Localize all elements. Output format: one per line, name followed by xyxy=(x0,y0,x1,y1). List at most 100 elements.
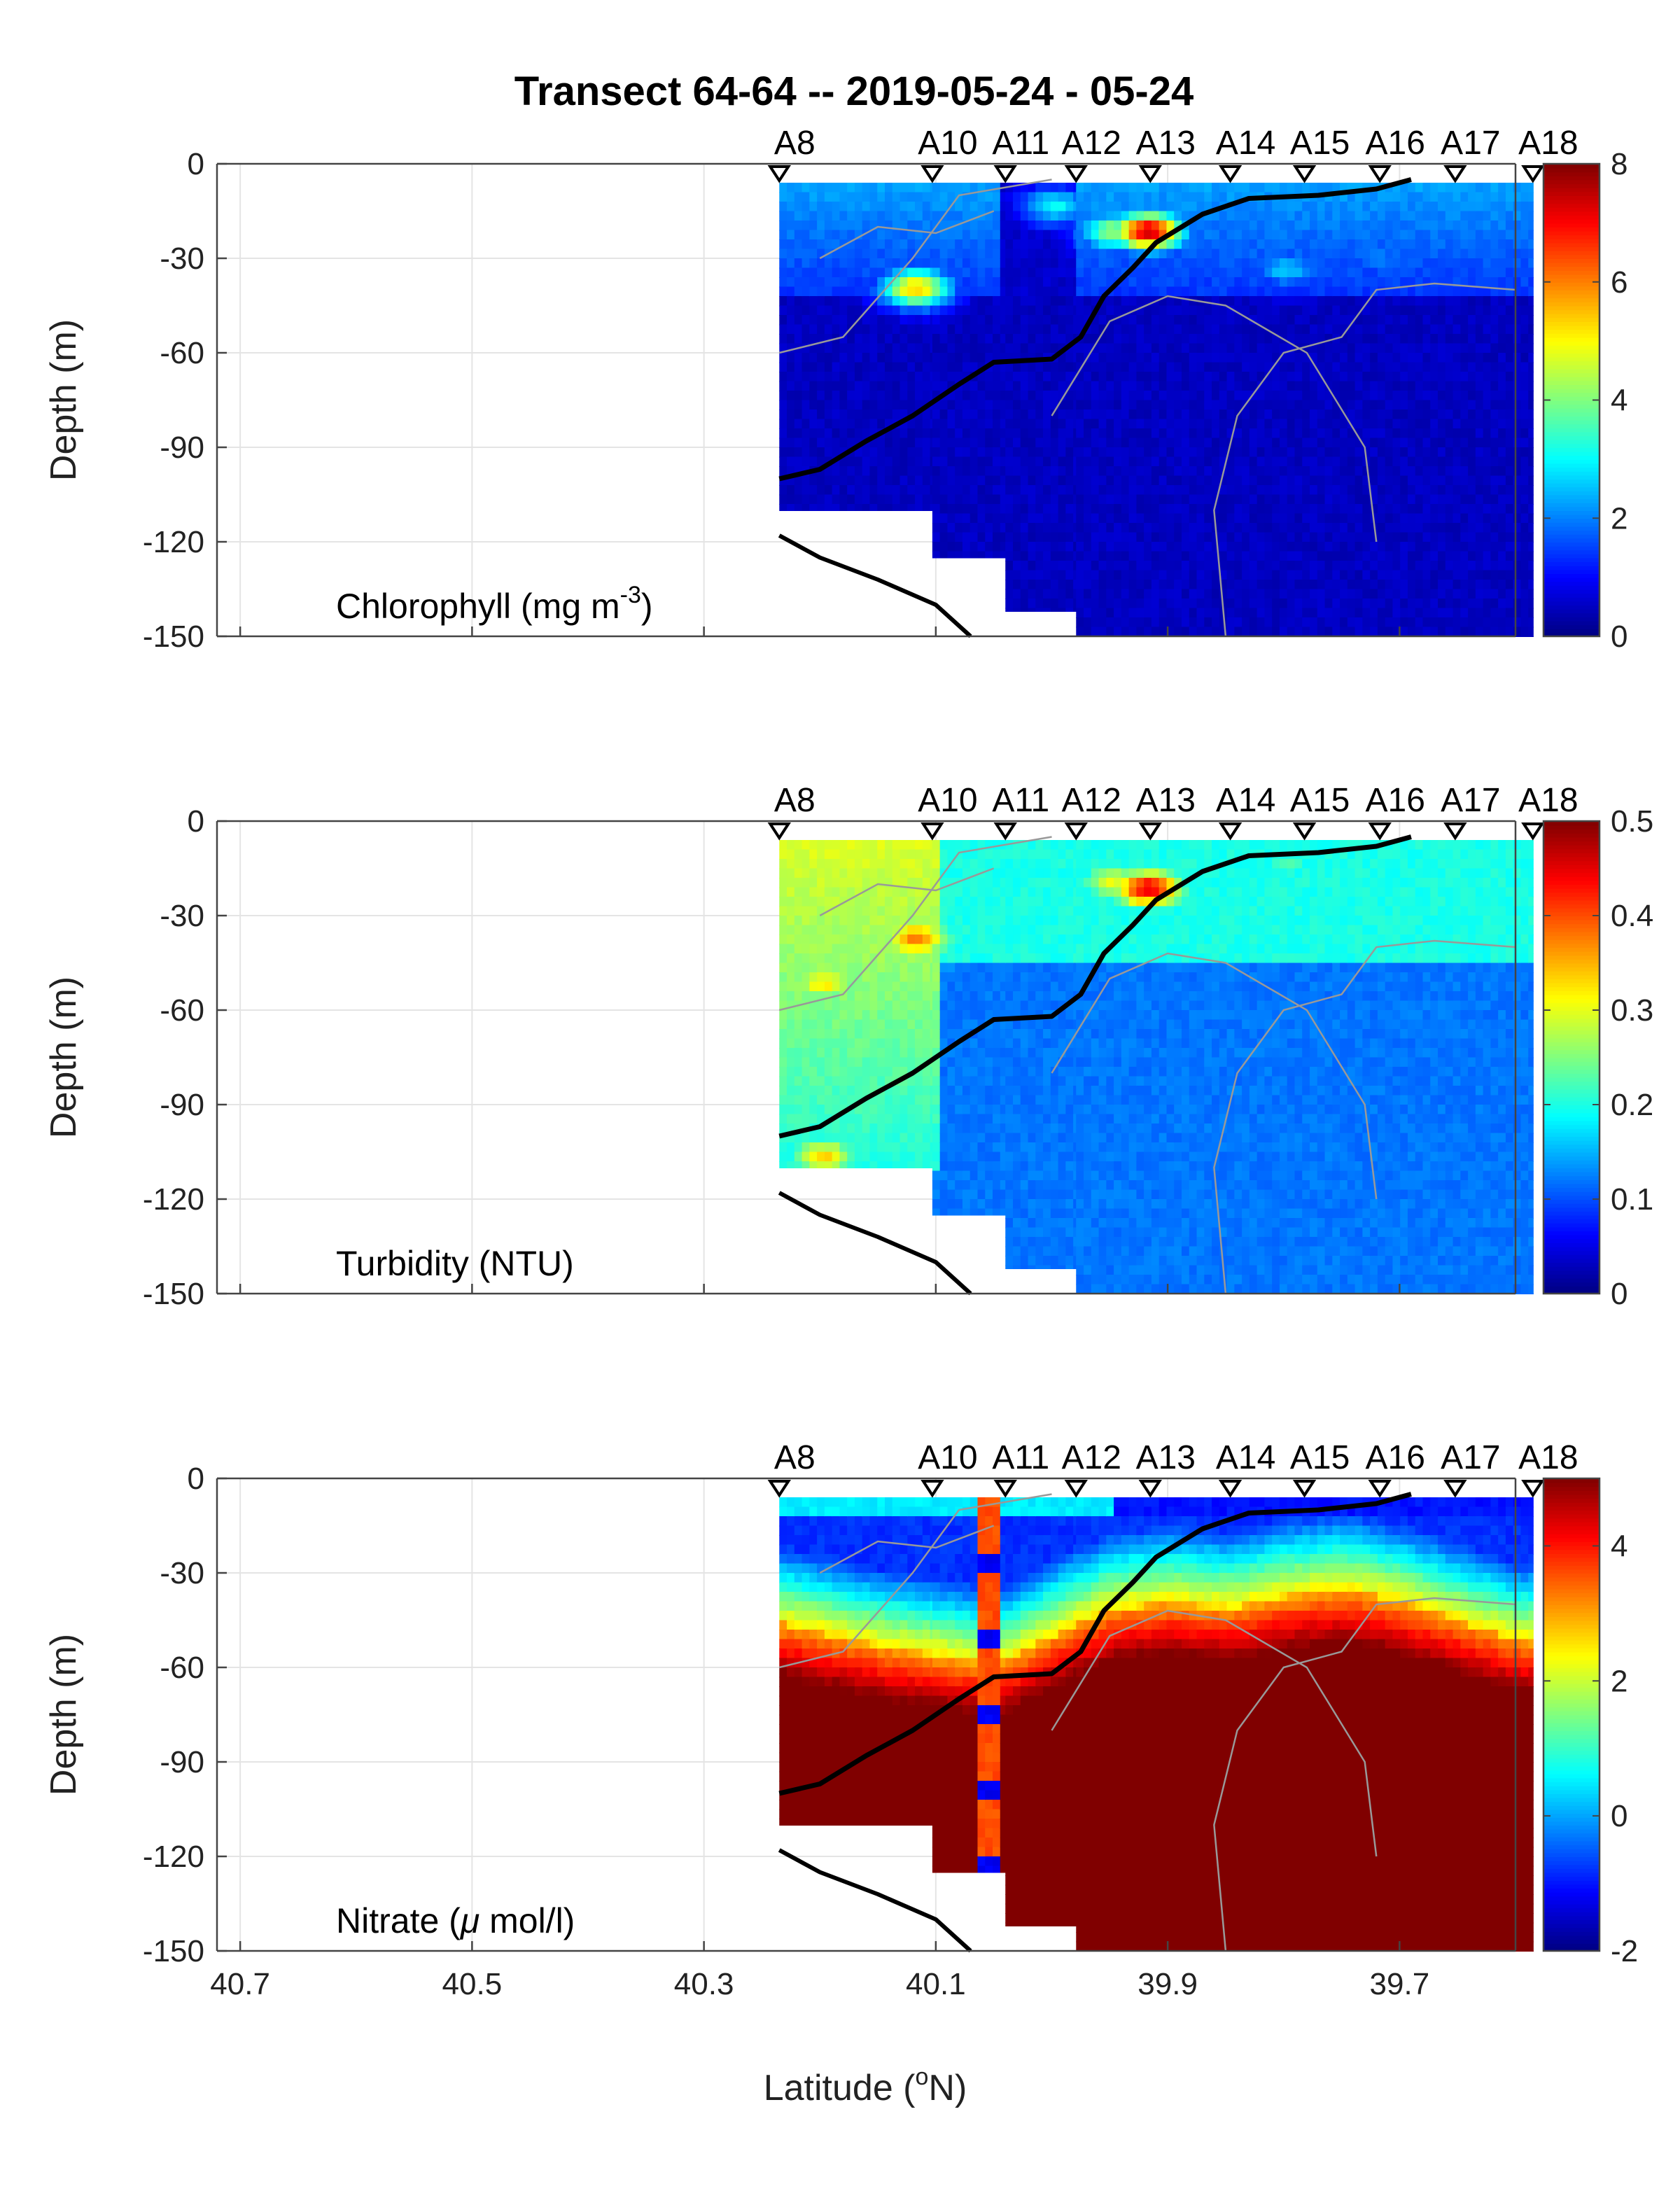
heatmap-cell xyxy=(809,296,818,307)
heatmap-cell xyxy=(1020,353,1029,363)
heatmap-cell xyxy=(1520,220,1530,231)
heatmap-cell xyxy=(1013,202,1021,212)
heatmap-cell xyxy=(1483,617,1492,628)
heatmap-cell xyxy=(1073,381,1077,391)
heatmap-cell xyxy=(922,381,931,391)
heatmap-cell xyxy=(1212,286,1220,297)
heatmap-cell xyxy=(1058,589,1067,599)
heatmap-cell xyxy=(907,362,916,372)
heatmap-cell xyxy=(985,523,994,533)
heatmap-cell xyxy=(862,475,871,486)
heatmap-cell xyxy=(1430,192,1439,202)
heatmap-cell xyxy=(1287,580,1296,590)
thin-contour xyxy=(1051,295,1378,542)
heatmap-cell xyxy=(1468,211,1476,221)
heatmap-cell xyxy=(794,1095,803,1105)
heatmap-cell xyxy=(1073,343,1077,354)
heatmap-cell xyxy=(1400,220,1408,231)
heatmap-cell xyxy=(993,343,1001,354)
heatmap-cell xyxy=(1438,258,1446,269)
colorbar-segment xyxy=(1544,502,1600,507)
heatmap-cell xyxy=(977,400,986,410)
heatmap-cell xyxy=(1332,410,1341,420)
heatmap-cell xyxy=(1242,532,1250,542)
heatmap-cell xyxy=(899,202,909,212)
heatmap-cell xyxy=(962,267,971,278)
heatmap-cell xyxy=(969,353,979,363)
colorbar-segment xyxy=(1544,206,1600,212)
heatmap-cell xyxy=(1505,286,1514,297)
heatmap-cell xyxy=(1430,608,1439,618)
heatmap-cell xyxy=(1528,456,1534,467)
heatmap-cell xyxy=(1106,542,1115,552)
heatmap-cell xyxy=(1136,277,1145,288)
heatmap-cell xyxy=(1256,381,1266,391)
heatmap-cell xyxy=(1445,580,1454,590)
heatmap-cell xyxy=(1438,485,1446,496)
heatmap-cell xyxy=(1317,456,1326,467)
station-label: A14 xyxy=(1216,125,1275,162)
heatmap-cell xyxy=(1513,636,1522,637)
heatmap-cell xyxy=(1058,419,1067,429)
heatmap-cell xyxy=(1528,305,1534,316)
heatmap-cell xyxy=(892,438,901,448)
station-label: A18 xyxy=(1518,125,1578,162)
heatmap-cell xyxy=(1272,239,1280,250)
heatmap-cell xyxy=(1158,183,1168,193)
heatmap-cell xyxy=(1091,456,1100,467)
heatmap-cell xyxy=(854,220,863,231)
heatmap-cell xyxy=(1234,475,1243,486)
heatmap-cell xyxy=(1212,438,1220,448)
heatmap-cell xyxy=(977,428,986,439)
heatmap-cell xyxy=(1415,551,1424,561)
heatmap-cell xyxy=(1158,334,1168,344)
heatmap-cell xyxy=(1483,220,1492,231)
heatmap-cell xyxy=(1065,428,1074,439)
heatmap-cell xyxy=(1362,617,1371,628)
heatmap-cell xyxy=(1226,542,1236,552)
heatmap-cell xyxy=(1362,428,1371,439)
heatmap-cell xyxy=(1415,485,1424,496)
heatmap-cell xyxy=(1136,504,1145,514)
heatmap-cell xyxy=(787,878,795,888)
heatmap-cell xyxy=(1362,391,1371,401)
heatmap-cell xyxy=(832,258,841,269)
heatmap-cell xyxy=(1340,617,1348,628)
heatmap-cell xyxy=(1347,391,1356,401)
heatmap-cell xyxy=(932,494,941,505)
heatmap-cell xyxy=(969,343,979,354)
heatmap-cell xyxy=(1182,305,1190,316)
heatmap-cell xyxy=(1226,532,1236,542)
heatmap-cell xyxy=(1400,542,1408,552)
heatmap-cell xyxy=(1385,532,1394,542)
heatmap-cell xyxy=(962,353,971,363)
heatmap-cell xyxy=(892,277,901,288)
heatmap-cell xyxy=(1332,248,1341,259)
heatmap-cell xyxy=(1279,286,1288,297)
heatmap-cell xyxy=(922,286,931,297)
heatmap-cell xyxy=(1212,475,1220,486)
heatmap-cell xyxy=(885,305,893,316)
heatmap-cell xyxy=(1287,466,1296,477)
heatmap-cell xyxy=(1415,410,1424,420)
heatmap-cell xyxy=(1128,381,1138,391)
heatmap-cell xyxy=(1490,580,1499,590)
heatmap-cell xyxy=(1166,438,1175,448)
heatmap-cell xyxy=(1144,626,1152,637)
heatmap-cell xyxy=(899,192,909,202)
heatmap-cell xyxy=(802,972,811,983)
heatmap-cell xyxy=(939,513,948,524)
heatmap-cell xyxy=(1151,485,1160,496)
heatmap-cell xyxy=(1362,258,1371,269)
heatmap-cell xyxy=(1520,248,1530,259)
heatmap-cell xyxy=(1256,277,1266,288)
heatmap-cell xyxy=(1050,248,1059,259)
heatmap-cell xyxy=(1445,561,1454,571)
heatmap-cell xyxy=(1415,598,1424,609)
heatmap-cell xyxy=(977,239,986,250)
heatmap-cell xyxy=(1400,211,1408,221)
heatmap-cell xyxy=(1354,372,1364,382)
heatmap-cell xyxy=(1452,561,1462,571)
heatmap-cell xyxy=(854,381,863,391)
heatmap-cell xyxy=(1151,400,1160,410)
